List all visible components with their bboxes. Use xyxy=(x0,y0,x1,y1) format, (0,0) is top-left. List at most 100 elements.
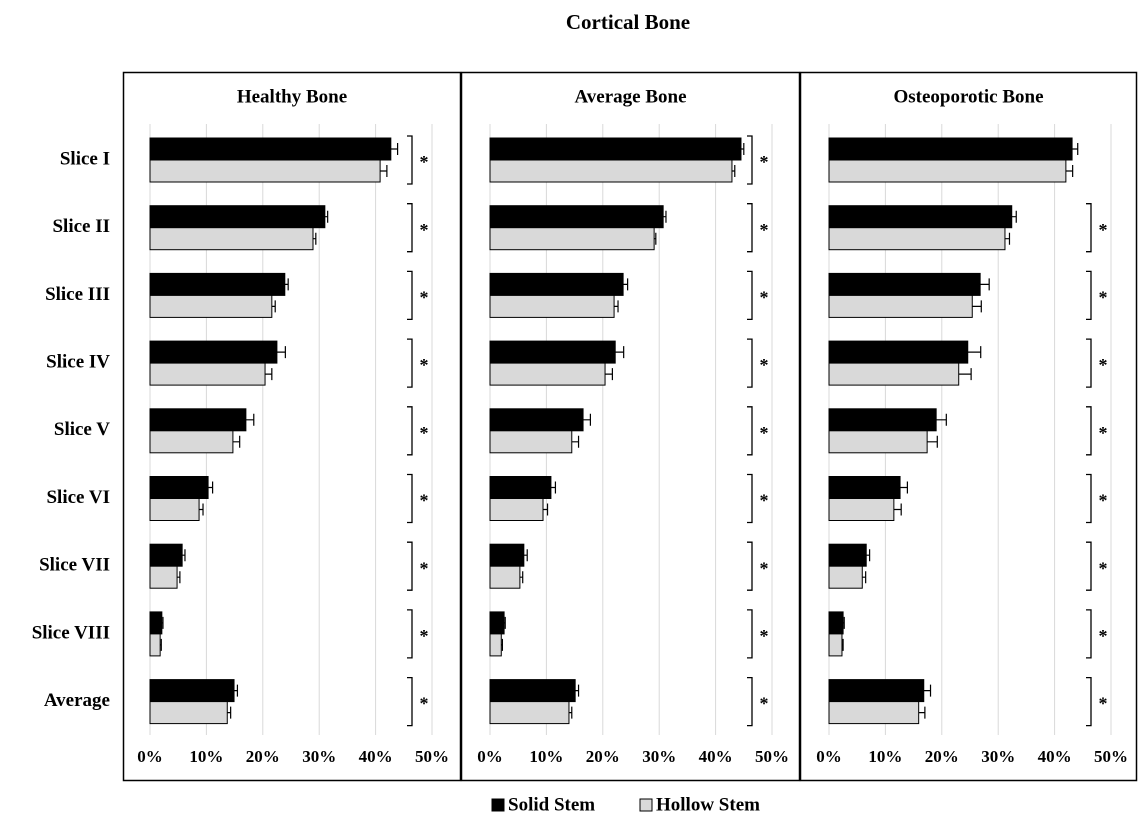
x-tick-label: 40% xyxy=(1038,747,1072,766)
bar xyxy=(149,340,278,364)
significance-bracket xyxy=(1086,473,1092,524)
error-bar xyxy=(614,300,619,313)
error-bar xyxy=(980,278,990,291)
bar xyxy=(149,701,228,725)
x-tick-label: 50% xyxy=(1094,747,1128,766)
y-tick-label: Slice VI xyxy=(46,487,110,508)
bar xyxy=(828,565,863,589)
error-bar xyxy=(958,368,972,381)
significance-bracket xyxy=(407,203,413,253)
significance-bracket xyxy=(407,135,413,185)
y-tick-label: Slice VIII xyxy=(32,622,110,643)
bar xyxy=(489,362,606,386)
significance-label: * xyxy=(420,152,429,172)
bar xyxy=(828,679,925,703)
error-bar xyxy=(390,143,399,155)
legend-swatch xyxy=(491,798,505,812)
significance-bracket xyxy=(747,203,753,253)
bar xyxy=(489,565,521,589)
error-bar xyxy=(177,571,181,584)
significance-bracket xyxy=(1086,203,1092,253)
y-tick-label: Slice I xyxy=(60,148,110,169)
error-bar xyxy=(550,481,557,494)
significance-label: * xyxy=(1099,423,1108,443)
bar xyxy=(149,137,392,161)
bar xyxy=(489,408,584,432)
bar xyxy=(149,227,314,251)
bar xyxy=(149,408,247,432)
bar xyxy=(489,227,655,251)
bar xyxy=(149,205,326,229)
x-tick-label: 0% xyxy=(816,747,842,766)
error-bar xyxy=(936,413,947,426)
bar xyxy=(828,701,920,725)
significance-label: * xyxy=(1099,220,1108,240)
error-bar xyxy=(160,638,162,651)
error-bar xyxy=(923,684,932,697)
bar xyxy=(489,272,624,296)
bar xyxy=(489,476,552,499)
error-bar xyxy=(501,638,504,651)
significance-label: * xyxy=(760,220,769,240)
x-tick-label: 0% xyxy=(477,747,503,766)
bar xyxy=(149,294,273,318)
error-bar xyxy=(1011,210,1017,223)
significance-label: * xyxy=(1099,491,1108,511)
error-bar xyxy=(575,684,580,697)
bar xyxy=(489,543,525,567)
error-bar xyxy=(380,165,388,177)
bar xyxy=(149,159,381,183)
bar xyxy=(489,159,733,183)
x-tick-label: 30% xyxy=(981,747,1015,766)
error-bar xyxy=(284,278,289,291)
significance-bracket xyxy=(407,609,413,659)
error-bar xyxy=(523,549,528,562)
bar xyxy=(149,476,209,499)
bar xyxy=(149,362,266,386)
bar xyxy=(828,611,844,635)
significance-bracket xyxy=(747,406,753,456)
bar xyxy=(149,543,183,567)
significance-label: * xyxy=(420,423,429,443)
bar xyxy=(489,633,502,657)
error-bar xyxy=(841,638,844,651)
error-bar xyxy=(199,503,204,516)
panel-title: Healthy Bone xyxy=(237,86,347,107)
error-bar xyxy=(927,435,938,448)
x-tick-label: 30% xyxy=(642,747,676,766)
significance-bracket xyxy=(747,676,753,727)
significance-bracket xyxy=(407,338,413,388)
bar xyxy=(489,679,576,703)
significance-bracket xyxy=(747,270,753,321)
x-tick-label: 10% xyxy=(189,747,223,766)
error-bar xyxy=(234,684,239,697)
error-bar xyxy=(843,616,845,629)
error-bar xyxy=(208,481,214,494)
bar xyxy=(828,633,843,657)
error-bar xyxy=(900,481,908,494)
significance-bracket xyxy=(747,135,753,185)
error-bar xyxy=(543,503,549,516)
error-bar xyxy=(312,232,317,245)
significance-bracket xyxy=(407,473,413,524)
x-tick-label: 10% xyxy=(868,747,902,766)
significance-label: * xyxy=(760,694,769,714)
significance-label: * xyxy=(760,152,769,172)
error-bar xyxy=(519,571,524,584)
significance-bracket xyxy=(407,541,413,591)
bar xyxy=(489,701,570,725)
error-bar xyxy=(1072,143,1079,155)
bar xyxy=(828,408,937,432)
significance-bracket xyxy=(747,473,753,524)
bar xyxy=(828,227,1006,251)
significance-label: * xyxy=(760,423,769,443)
significance-label: * xyxy=(420,626,429,646)
bar xyxy=(149,611,163,635)
x-tick-label: 40% xyxy=(699,747,733,766)
x-tick-label: 50% xyxy=(415,747,449,766)
significance-label: * xyxy=(1099,558,1108,578)
error-bar xyxy=(1004,232,1011,245)
error-bar xyxy=(740,143,745,155)
significance-label: * xyxy=(760,491,769,511)
error-bar xyxy=(862,571,867,584)
